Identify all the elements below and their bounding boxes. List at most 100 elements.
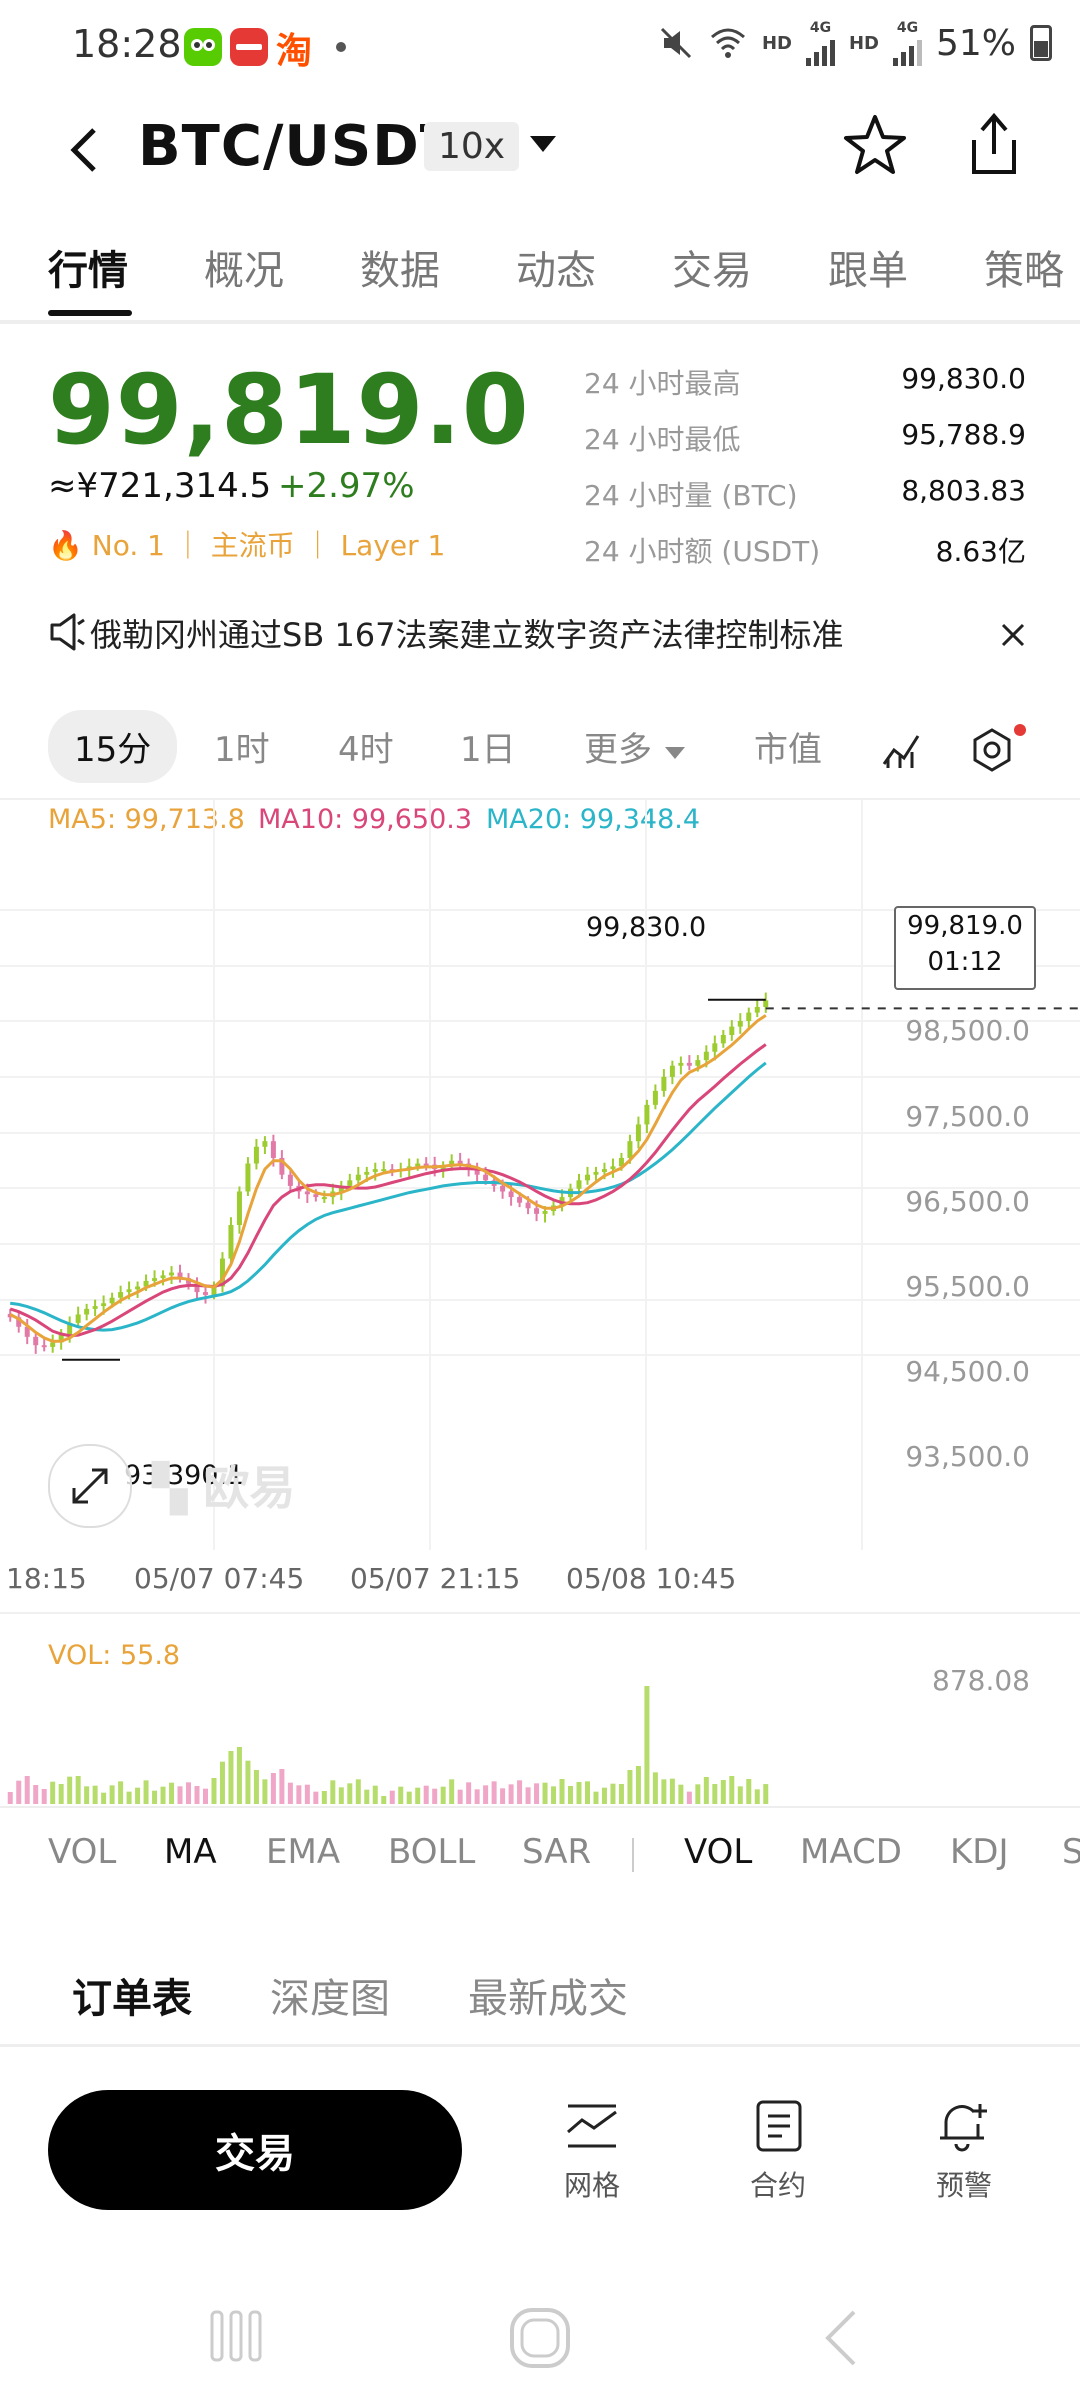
- trade-button[interactable]: 交易: [48, 2090, 462, 2210]
- interval-more[interactable]: 更多: [584, 722, 687, 771]
- stat-turnover-label: 24 小时额 (USDT): [584, 535, 821, 568]
- contract-button[interactable]: 合约: [718, 2098, 838, 2204]
- interval-4h[interactable]: 4时: [338, 730, 394, 770]
- price-axis-label: 93,500.0: [905, 1440, 1030, 1473]
- market-cap-tab[interactable]: 市值: [754, 730, 822, 770]
- sub-indicator-more[interactable]: S: [1062, 1832, 1080, 1872]
- sub-indicator-vol[interactable]: VOL: [684, 1832, 753, 1872]
- candle-body: [746, 1012, 752, 1021]
- volume-bar: [67, 1776, 73, 1804]
- volume-bar: [7, 1792, 13, 1804]
- volume-bar: [270, 1773, 276, 1804]
- main-indicator-vol[interactable]: VOL: [48, 1832, 117, 1872]
- caret-down-icon[interactable]: [528, 132, 558, 156]
- grid-trading-icon: [567, 2104, 617, 2148]
- interval-15m[interactable]: 15分: [48, 710, 178, 783]
- time-axis-label: 05/08 10:45: [566, 1562, 737, 1595]
- candle-body: [287, 1174, 293, 1186]
- candle-body: [355, 1174, 361, 1181]
- price-change: +2.97%: [278, 466, 415, 506]
- back-nav-icon[interactable]: [820, 2306, 864, 2370]
- okx-logo-icon: ▚: [152, 1461, 204, 1515]
- volume-bar: [321, 1791, 327, 1804]
- interval-bar: 15分 1时 4时 1日 更多 市值: [0, 710, 1080, 790]
- leverage-badge[interactable]: 10x: [424, 122, 520, 171]
- news-ticker[interactable]: 俄勒冈州通过SB 167法案建立数字资产法律控制标准: [90, 616, 844, 654]
- candle-body: [627, 1141, 633, 1158]
- tab-overview[interactable]: 概况: [204, 248, 284, 294]
- pair-title[interactable]: BTC/USDT: [138, 114, 459, 179]
- coin-tags: 🔥 No. 1 ｜ 主流币 ｜ Layer 1: [48, 524, 445, 564]
- volume-bar: [228, 1751, 234, 1804]
- volume-bar: [618, 1784, 624, 1804]
- flame-icon: 🔥: [48, 529, 83, 562]
- tab-latest-trades[interactable]: 最新成交: [468, 1976, 628, 2022]
- tab-depth-chart[interactable]: 深度图: [270, 1976, 390, 2022]
- interval-1h[interactable]: 1时: [214, 730, 270, 770]
- price-axis-label: 95,500.0: [905, 1270, 1030, 1303]
- volume-bar: [330, 1780, 336, 1804]
- candle-body: [126, 1289, 132, 1293]
- volume-bar: [695, 1784, 701, 1804]
- favorite-star-icon[interactable]: [842, 112, 908, 178]
- volume-bar: [253, 1770, 259, 1804]
- back-icon[interactable]: [64, 122, 104, 178]
- tab-trade[interactable]: 交易: [672, 248, 752, 294]
- volume-bar: [381, 1796, 387, 1804]
- volume-bar: [50, 1781, 56, 1804]
- main-indicator-boll[interactable]: BOLL: [388, 1832, 476, 1872]
- main-indicator-ma[interactable]: MA: [164, 1832, 217, 1872]
- tab-order-book[interactable]: 订单表: [72, 1976, 192, 2022]
- candle-body: [661, 1076, 667, 1091]
- candle-body: [754, 1007, 760, 1013]
- header: BTC/USDT 10x: [0, 100, 1080, 200]
- volume-bar: [33, 1785, 39, 1804]
- candle-body: [584, 1174, 590, 1181]
- sub-indicator-kdj[interactable]: KDJ: [950, 1832, 1009, 1872]
- candle-body: [279, 1157, 285, 1175]
- volume-bar: [423, 1785, 429, 1804]
- kline-chart[interactable]: [0, 800, 1080, 1550]
- recent-apps-icon[interactable]: [206, 2306, 266, 2366]
- volume-bar: [202, 1788, 208, 1804]
- candle-body: [618, 1157, 624, 1167]
- volume-bar: [678, 1784, 684, 1804]
- share-icon[interactable]: [964, 110, 1024, 180]
- candle-body: [33, 1336, 39, 1346]
- candle-body: [423, 1163, 429, 1166]
- volume-bar: [186, 1782, 192, 1804]
- volume-bar: [559, 1779, 565, 1804]
- candle-body: [41, 1345, 47, 1348]
- volume-bar: [236, 1747, 242, 1804]
- main-indicator-ema[interactable]: EMA: [266, 1832, 341, 1872]
- fullscreen-button[interactable]: [48, 1444, 132, 1528]
- grid-trading-button[interactable]: 网格: [532, 2098, 652, 2204]
- tab-strategy[interactable]: 策略: [984, 248, 1064, 294]
- tab-market[interactable]: 行情: [48, 248, 128, 294]
- chart-settings-icon[interactable]: [968, 726, 1016, 774]
- main-tabs: 行情 概况 数据 动态 交易 跟单 策略: [0, 230, 1080, 324]
- volume-bar: [24, 1776, 30, 1804]
- interval-1d[interactable]: 1日: [460, 730, 516, 770]
- home-icon[interactable]: [508, 2306, 572, 2370]
- candle-body: [321, 1197, 327, 1200]
- candle-body: [253, 1146, 259, 1164]
- tab-news[interactable]: 动态: [516, 248, 596, 294]
- candle-body: [678, 1062, 684, 1066]
- main-indicator-sar[interactable]: SAR: [522, 1832, 592, 1872]
- candle-body: [576, 1180, 582, 1189]
- tab-data[interactable]: 数据: [360, 248, 440, 294]
- tab-copy-trading[interactable]: 跟单: [828, 248, 908, 294]
- time-axis-label: 05/07 21:15: [350, 1562, 521, 1595]
- candle-body: [169, 1272, 175, 1276]
- volume-bar: [245, 1760, 251, 1804]
- indicator-chart-icon[interactable]: [880, 728, 924, 772]
- price-alert-button[interactable]: 预警: [904, 2098, 1024, 2204]
- watermark: ▚ 欧易: [152, 1452, 295, 1518]
- candle-body: [16, 1317, 22, 1327]
- candle-body: [534, 1208, 540, 1214]
- stat-volume-value: 8,803.83: [901, 474, 1026, 507]
- sub-indicator-macd[interactable]: MACD: [800, 1832, 902, 1872]
- close-icon[interactable]: [998, 620, 1028, 650]
- volume-chart: [7, 1686, 769, 1804]
